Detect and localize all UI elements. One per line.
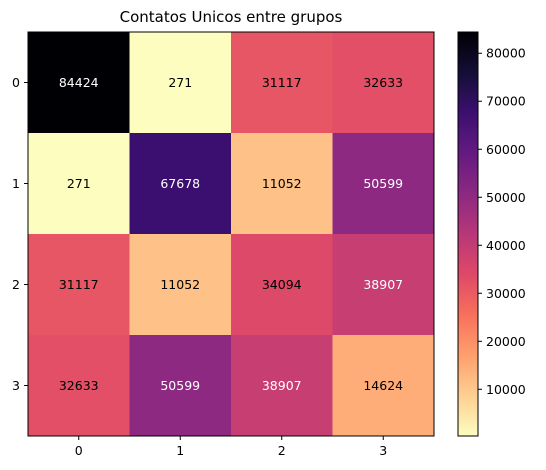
colorbar-tick-label: 30000 (486, 286, 526, 301)
colorbar-tick-label: 80000 (486, 46, 526, 61)
chart-title: Contatos Unicos entre grupos (120, 8, 343, 26)
cell-value-label: 50599 (363, 176, 403, 191)
colorbar-tick-label: 70000 (486, 94, 526, 109)
cell-value-label: 11052 (160, 277, 200, 292)
cell-value-label: 271 (168, 75, 192, 90)
colorbar-tick-label: 60000 (486, 142, 526, 157)
y-tick-label: 0 (12, 75, 20, 90)
heatmap-cell (28, 32, 130, 134)
heatmap-cell (231, 335, 333, 437)
heatmap-cell (332, 234, 435, 336)
x-tick-label: 1 (176, 443, 184, 458)
heatmap-cell (28, 335, 130, 437)
colorbar-gradient (457, 31, 479, 437)
cell-value-label: 84424 (59, 75, 99, 90)
cell-value-label: 34094 (262, 277, 302, 292)
y-axis: 0 1 2 3 (12, 75, 28, 393)
cell-value-label: 31117 (262, 75, 302, 90)
y-tick-label: 2 (12, 277, 20, 292)
x-tick-label: 2 (278, 443, 286, 458)
heatmap-cell (231, 32, 333, 134)
cell-value-label: 14624 (363, 378, 403, 393)
cell-value-label: 32633 (363, 75, 403, 90)
colorbar: 10000 20000 30000 40000 50000 60000 70000 80000 (457, 31, 526, 437)
cell-value-label: 11052 (262, 176, 302, 191)
y-tick-label: 3 (12, 378, 20, 393)
cell-value-label: 38907 (363, 277, 403, 292)
cell-value-label: 32633 (59, 378, 99, 393)
heatmap-cell (332, 335, 435, 437)
x-axis: 0 1 2 3 (75, 436, 387, 458)
colorbar-tick-label: 50000 (486, 190, 526, 205)
heatmap-cell (28, 234, 130, 336)
colorbar-tick-label: 20000 (486, 334, 526, 349)
heatmap-cells: 84424 271 31117 32633 271 67678 11052 50599 3111… (28, 32, 435, 437)
heatmap-cell (231, 234, 333, 336)
heatmap-cell (129, 32, 232, 134)
plot-frame (27, 31, 435, 437)
heatmap-cell (129, 335, 232, 437)
heatmap-cell (231, 133, 333, 235)
x-tick-label: 0 (75, 443, 83, 458)
heatmap-cell (28, 133, 130, 235)
heatmap-cell (332, 32, 435, 134)
x-tick-label: 3 (379, 443, 387, 458)
heatmap-cell (129, 234, 232, 336)
colorbar-tick-label: 40000 (486, 238, 526, 253)
cell-value-label: 271 (67, 176, 91, 191)
heatmap-cell (332, 133, 435, 235)
cell-value-label: 38907 (262, 378, 302, 393)
cell-value-label: 50599 (160, 378, 200, 393)
colorbar-tick-label: 10000 (486, 382, 526, 397)
heatmap-cell (129, 133, 232, 235)
y-tick-label: 1 (12, 176, 20, 191)
cell-value-label: 67678 (160, 176, 200, 191)
cell-value-label: 31117 (59, 277, 99, 292)
